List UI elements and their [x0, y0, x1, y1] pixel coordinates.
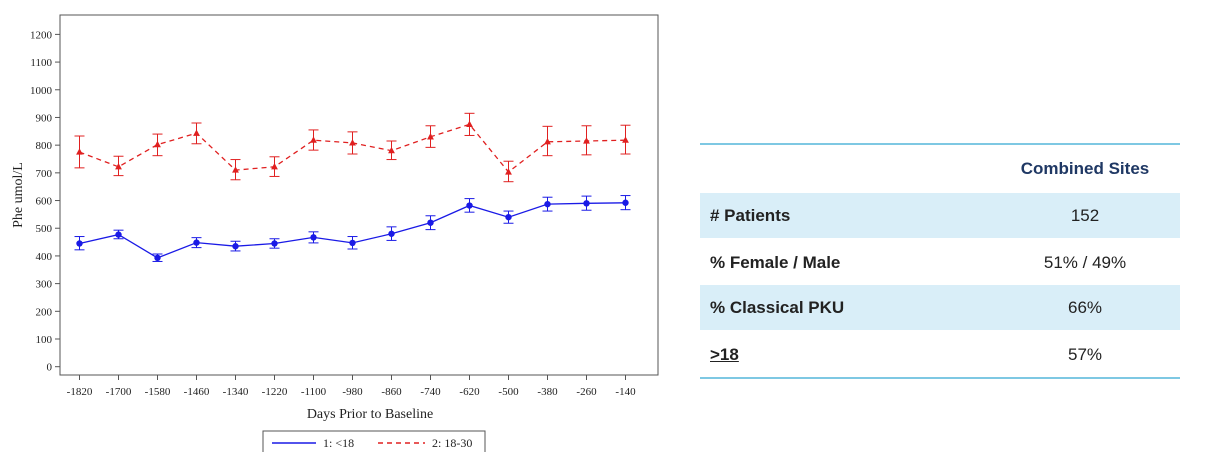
data-point — [115, 162, 122, 170]
y-tick-label: 300 — [36, 279, 53, 291]
y-tick-label: 1200 — [30, 29, 53, 41]
x-tick-label: -1220 — [262, 386, 288, 398]
plot-frame — [59, 14, 659, 376]
table-header-combined-sites: Combined Sites — [1020, 159, 1150, 178]
data-point — [232, 166, 239, 173]
data-point — [544, 138, 551, 145]
y-tick-label: 700 — [36, 168, 53, 180]
data-point — [622, 199, 629, 206]
data-point — [76, 240, 83, 247]
data-point — [622, 136, 629, 143]
legend: 1: <18 2: 18-30 — [262, 430, 486, 452]
table-row-value: 66% — [1067, 297, 1103, 317]
x-tick-label: -500 — [498, 386, 519, 398]
series-layer — [74, 112, 631, 262]
data-point — [193, 129, 200, 136]
y-tick-label: 400 — [36, 251, 53, 263]
data-point — [583, 200, 590, 207]
y-tick-label: 900 — [36, 112, 53, 124]
y-tick-label: 1100 — [30, 57, 52, 69]
data-point — [583, 137, 590, 144]
table-row: % Classical PKU 66% — [700, 285, 1180, 332]
data-point — [544, 200, 551, 208]
table-row-label: # Patients — [710, 205, 791, 225]
table-row: # Patients 152 — [700, 193, 1180, 240]
x-tick-label: -1820 — [67, 386, 93, 398]
data-point — [427, 133, 434, 140]
y-tick-label: 1000 — [30, 85, 53, 97]
data-point — [271, 162, 278, 170]
data-point — [427, 219, 434, 226]
y-tick-label: 200 — [36, 306, 53, 318]
x-axis-label: Days Prior to Baseline — [307, 407, 433, 422]
x-tick-label: -620 — [459, 386, 480, 398]
data-point — [466, 202, 473, 209]
data-point — [154, 140, 161, 148]
data-point — [154, 254, 161, 262]
data-point — [505, 213, 512, 221]
table-row-label: % Female / Male — [710, 252, 841, 272]
x-tick-label: -380 — [537, 386, 558, 398]
x-tick-label: -1580 — [145, 386, 171, 398]
x-tick-label: -860 — [381, 386, 402, 398]
data-point — [193, 239, 200, 246]
y-axis: 0 100 200 300 400 500 600 700 800 900 1000 1100 1200 — [30, 29, 60, 374]
y-tick-label: 800 — [36, 140, 53, 152]
y-axis-label: Phe umol/L — [11, 162, 26, 228]
x-tick-label: -1700 — [106, 386, 132, 398]
x-tick-label: -1340 — [223, 386, 249, 398]
data-point — [388, 230, 395, 237]
table-row-value: 152 — [1070, 205, 1100, 225]
data-point — [505, 168, 512, 175]
y-tick-label: 100 — [36, 334, 53, 346]
x-tick-label: -260 — [576, 386, 597, 398]
table-row-label: >18 — [710, 344, 739, 364]
table-row: % Female / Male 51% / 49% — [700, 240, 1180, 285]
data-point — [232, 243, 239, 250]
patient-summary-table: Combined Sites # Patients 152 % Female /… — [700, 143, 1180, 379]
x-axis: -1820 -1700 -1580 -1460 -1340 -1220 -1100 -980 -… — [67, 375, 636, 398]
table-row-value: 57% — [1067, 344, 1103, 364]
table-header-row: Combined Sites — [700, 145, 1180, 193]
x-tick-label: -740 — [420, 386, 441, 398]
y-tick-label: 500 — [36, 223, 53, 235]
data-point — [310, 136, 317, 143]
legend-label-series-1: 1: <18 — [323, 436, 354, 450]
legend-label-series-2: 2: 18-30 — [432, 436, 472, 450]
phe-line-chart: 0 100 200 300 400 500 600 700 800 900 1000 1100 1200… — [11, 14, 659, 452]
data-point — [115, 231, 122, 238]
x-tick-label: -980 — [342, 386, 363, 398]
legend-frame — [262, 430, 486, 452]
series-1 — [74, 195, 631, 262]
table-row: >18 57% — [700, 332, 1180, 377]
data-point — [349, 139, 356, 146]
data-point — [349, 239, 356, 247]
series-2 — [74, 112, 631, 183]
data-point — [271, 240, 278, 247]
data-point — [466, 120, 473, 127]
x-tick-label: -1100 — [301, 386, 327, 398]
y-tick-label: 0 — [47, 362, 53, 374]
data-point — [76, 148, 83, 155]
data-point — [388, 146, 395, 154]
data-point — [310, 234, 317, 241]
table-row-label: % Classical PKU — [710, 297, 845, 317]
x-tick-label: -1460 — [184, 386, 210, 398]
x-tick-label: -140 — [615, 386, 636, 398]
table-row-value: 51% / 49% — [1043, 252, 1127, 272]
y-tick-label: 600 — [36, 196, 53, 208]
